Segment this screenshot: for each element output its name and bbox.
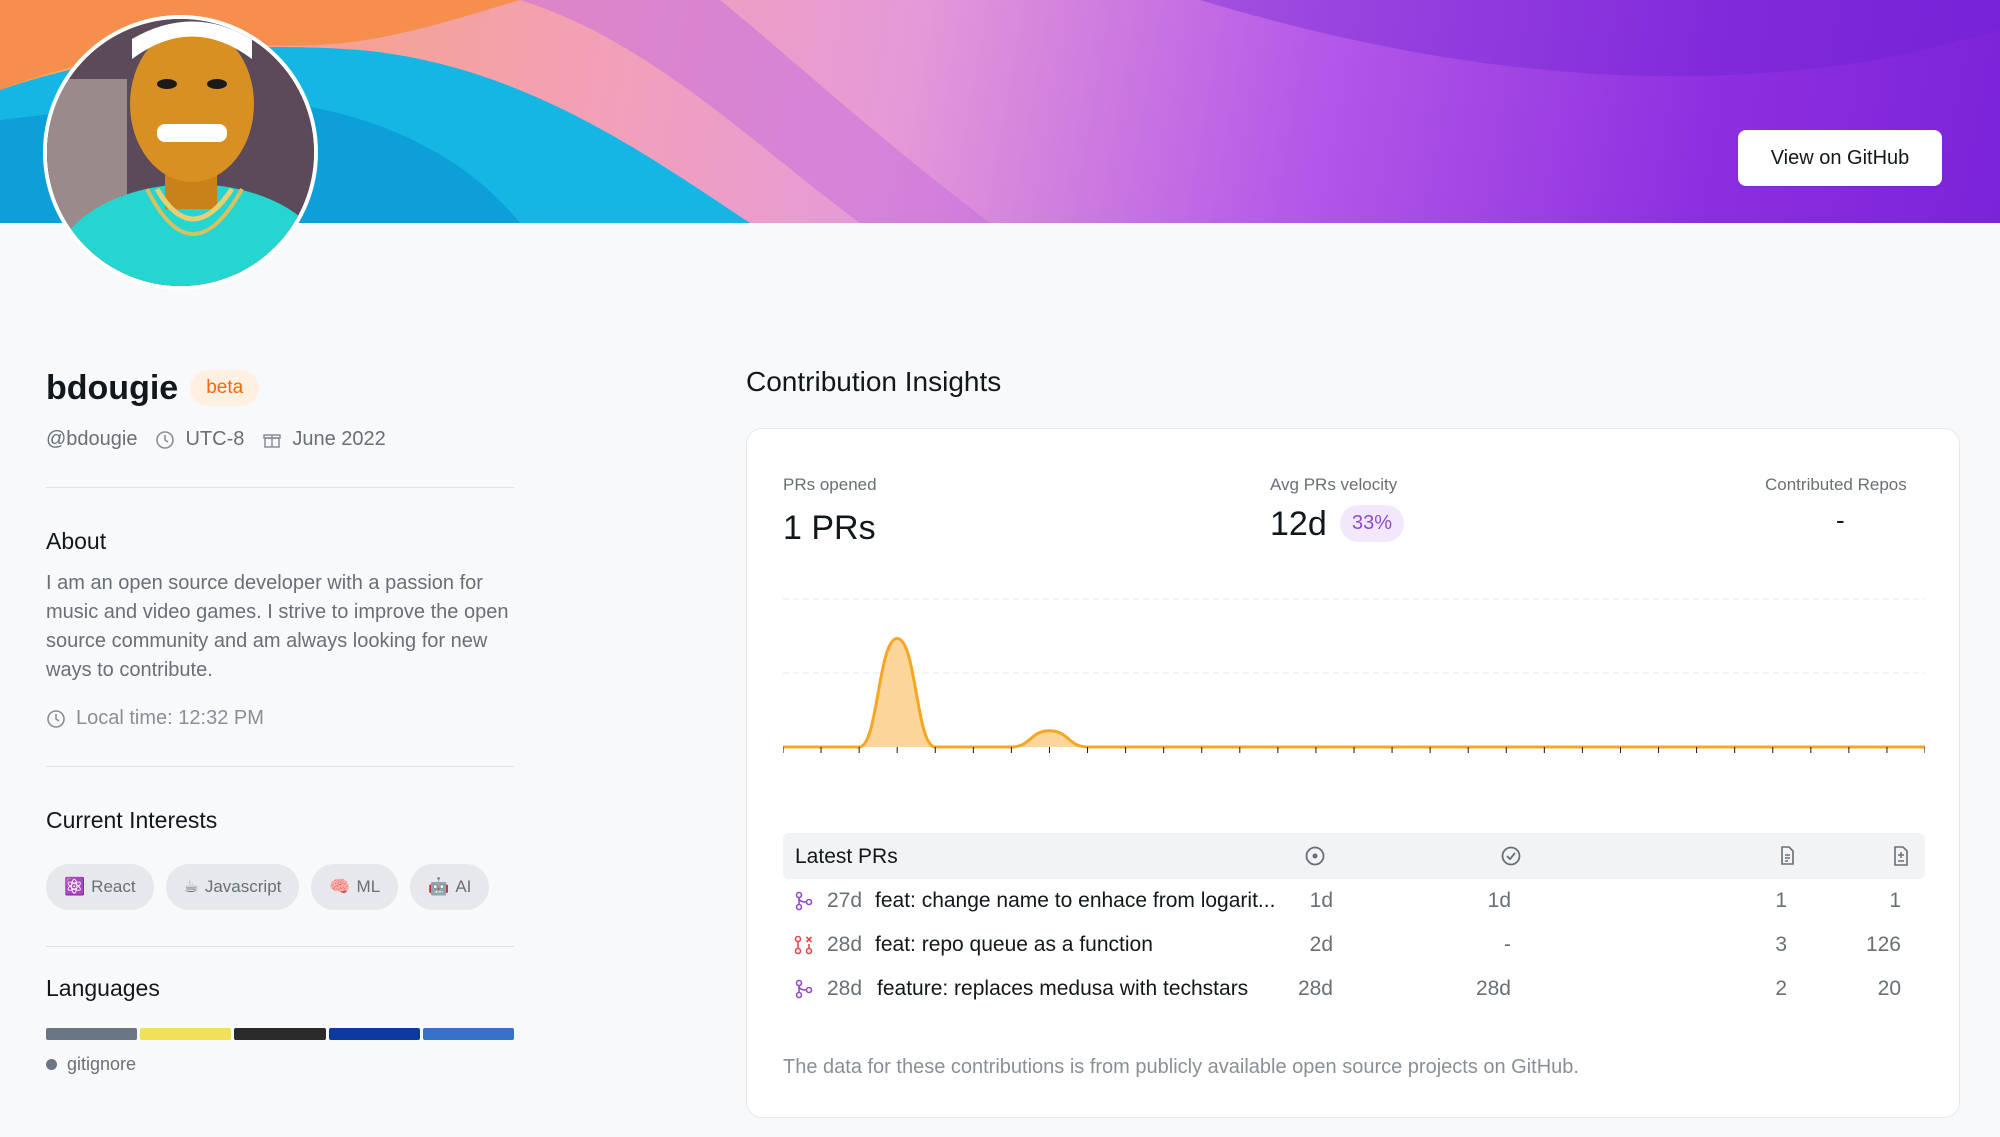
diff-icon xyxy=(1894,846,1908,866)
pr-lines: 1 xyxy=(1889,889,1901,912)
interest-label: Javascript xyxy=(204,877,282,896)
interest-emoji: ⚛️ xyxy=(64,877,86,896)
pr-merge-time: - xyxy=(1504,933,1511,956)
interest-chips: ⚛️ React ☕ Javascript 🧠 ML 🤖 AI xyxy=(46,864,514,910)
repos-label: Contributed Repos xyxy=(1765,475,1907,494)
local-time-text: Local time: 12:32 PM xyxy=(76,707,264,729)
chart-line xyxy=(783,636,1925,749)
merged-check-icon xyxy=(1501,846,1521,866)
languages-title: Languages xyxy=(46,975,160,1001)
about-title: About xyxy=(46,528,107,554)
merged-pr-icon xyxy=(795,979,813,999)
interest-chip-react[interactable]: ⚛️ React xyxy=(46,864,154,910)
velocity-label: Avg PRs velocity xyxy=(1270,475,1398,494)
languages-section: Languages gitignore xyxy=(46,975,515,1075)
interest-chip-ai[interactable]: 🤖 AI xyxy=(410,864,490,910)
joined-item: June 2022 xyxy=(262,428,386,451)
about-bio: I am an open source developer with a pas… xyxy=(46,572,509,681)
interests-section: Current Interests ⚛️ React ☕ Javascript … xyxy=(46,807,514,910)
pr-age: 28d xyxy=(827,933,863,956)
name-row: bdougie beta xyxy=(46,360,514,416)
clock-icon xyxy=(156,430,175,449)
pr-title[interactable]: feature: replaces medusa with techstars xyxy=(877,977,1249,1000)
pr-row[interactable]: 27d feat: change name to enhace from log… xyxy=(783,881,1925,921)
joined-text: June 2022 xyxy=(292,428,386,450)
interest-label: ML xyxy=(356,877,381,896)
data-footnote: The data for these contributions is from… xyxy=(783,1056,1579,1078)
local-time: Local time: 12:32 PM xyxy=(46,707,514,730)
pr-open-time: 1d xyxy=(1309,889,1333,912)
pr-row[interactable]: 28d feature: replaces medusa with techst… xyxy=(783,969,1925,1009)
prs-opened-label: PRs opened xyxy=(783,475,877,494)
pr-open-time: 28d xyxy=(1297,977,1333,1000)
beta-badge: beta xyxy=(190,370,260,406)
pr-age: 27d xyxy=(827,889,863,912)
pr-lines: 126 xyxy=(1865,933,1901,956)
pr-title[interactable]: feat: change name to enhace from logarit… xyxy=(875,889,1276,912)
pr-lines: 20 xyxy=(1877,977,1901,1000)
interest-label: AI xyxy=(455,877,472,896)
interest-label: React xyxy=(91,877,136,896)
language-label: gitignore xyxy=(67,1054,137,1074)
open-icon xyxy=(1305,846,1325,866)
timezone-item: UTC-8 xyxy=(155,428,244,451)
profile-name: bdougie xyxy=(46,368,179,407)
avatar-image xyxy=(47,19,314,286)
language-segment xyxy=(234,1028,326,1040)
interest-chip-javascript[interactable]: ☕ Javascript xyxy=(165,864,300,910)
divider xyxy=(46,487,514,488)
pr-merge-time: 28d xyxy=(1475,977,1511,1000)
language-segment xyxy=(422,1028,515,1040)
profile-sidebar: bdougie beta @bdougie UTC-8 June 2022 Ab… xyxy=(46,360,515,1075)
interest-emoji: 🧠 xyxy=(329,877,351,896)
insights-card: PRs opened 1 PRs Avg PRs velocity 12d 33… xyxy=(746,428,1960,1118)
clock-icon xyxy=(47,709,65,728)
divider xyxy=(46,946,514,947)
language-dot xyxy=(46,1059,57,1070)
profile-meta: @bdougie UTC-8 June 2022 xyxy=(46,428,514,451)
merged-pr-icon xyxy=(795,891,813,911)
pr-files: 3 xyxy=(1775,933,1787,956)
interest-emoji: ☕ xyxy=(183,877,199,896)
language-segment xyxy=(328,1028,420,1040)
language-segment xyxy=(140,1028,232,1040)
interest-chip-ml[interactable]: 🧠 ML xyxy=(311,864,399,910)
gift-icon xyxy=(263,433,282,448)
view-on-github-button[interactable]: View on GitHub xyxy=(1738,130,1942,186)
pr-files: 1 xyxy=(1775,889,1787,912)
pr-age: 28d xyxy=(827,977,863,1000)
files-icon xyxy=(1781,846,1794,865)
language-legend-item: gitignore xyxy=(46,1054,514,1075)
language-segment xyxy=(46,1028,138,1040)
divider xyxy=(46,766,514,767)
language-bar xyxy=(46,1028,515,1040)
repos-value: - xyxy=(1836,505,1845,535)
interest-emoji: 🤖 xyxy=(428,877,450,896)
latest-prs-title: Latest PRs xyxy=(795,845,898,868)
pr-title[interactable]: feat: repo queue as a function xyxy=(875,933,1153,956)
velocity-value: 12d xyxy=(1270,505,1327,543)
closed-pr-icon xyxy=(794,935,813,955)
pr-open-time: 2d xyxy=(1309,933,1333,956)
avatar xyxy=(43,15,318,290)
pr-row[interactable]: 28d feat: repo queue as a function 2d - … xyxy=(783,925,1925,965)
timezone-text: UTC-8 xyxy=(185,428,245,450)
profile-handle: @bdougie xyxy=(46,428,137,451)
pr-merge-time: 1d xyxy=(1487,889,1511,912)
about-section: About I am an open source developer with… xyxy=(46,528,514,730)
latest-prs-header: Latest PRs xyxy=(783,833,1925,879)
prs-activity-chart xyxy=(783,598,1925,753)
chart-area xyxy=(783,638,1925,747)
insights-title: Contribution Insights xyxy=(746,366,1002,397)
velocity-badge: 33% xyxy=(1340,505,1405,542)
prs-opened-value: 1 PRs xyxy=(783,509,876,547)
handle-text: @bdougie xyxy=(46,428,138,450)
pr-files: 2 xyxy=(1775,977,1787,1000)
interests-title: Current Interests xyxy=(46,807,218,833)
